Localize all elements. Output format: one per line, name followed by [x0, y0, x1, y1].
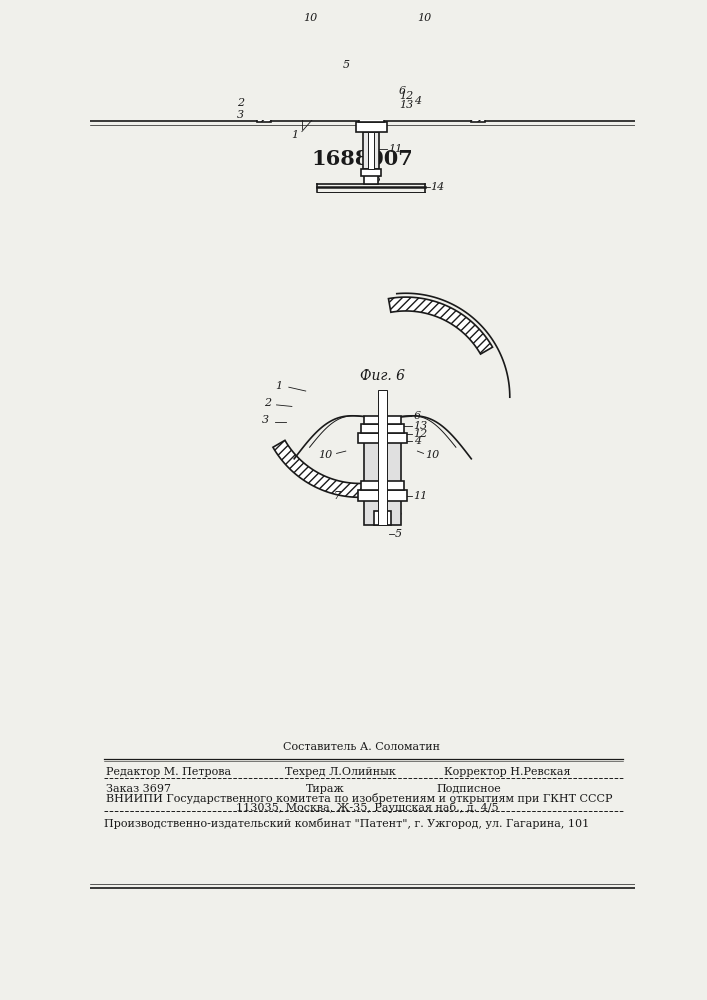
Text: 12: 12 [399, 91, 413, 101]
Text: 13: 13 [414, 421, 428, 431]
Bar [368, 132, 374, 169]
Bar [358, 490, 407, 501]
Text: Редактор М. Петрова: Редактор М. Петрова [105, 767, 230, 777]
Bar [364, 416, 402, 424]
Text: 1: 1 [291, 130, 298, 140]
Bar [390, 88, 472, 105]
Text: 4: 4 [414, 96, 421, 106]
Text: 10: 10 [425, 450, 439, 460]
Text: 113035, Москва, Ж-35, Раушская наб., д. 4/5: 113035, Москва, Ж-35, Раушская наб., д. … [236, 802, 499, 813]
Text: 6: 6 [399, 86, 406, 96]
Text: Тираж: Тираж [305, 784, 344, 794]
Bar [356, 122, 387, 132]
Text: Составитель А. Соломатин: Составитель А. Соломатин [284, 742, 440, 752]
Text: 10: 10 [303, 13, 317, 23]
Text: 10: 10 [318, 450, 333, 460]
Text: Фиг. 6: Фиг. 6 [361, 369, 405, 383]
Text: 11: 11 [388, 144, 402, 154]
Bar [259, 91, 269, 118]
Bar [358, 433, 407, 443]
Bar [472, 85, 485, 122]
Bar [361, 481, 404, 490]
Bar [361, 169, 381, 176]
Text: 3: 3 [262, 415, 269, 425]
Text: 5: 5 [342, 60, 350, 70]
Text: Производственно-издательский комбинат "Патент", г. Ужгород, ул. Гагарина, 101: Производственно-издательский комбинат "П… [104, 818, 589, 829]
Bar [374, 511, 391, 525]
Text: 7: 7 [333, 491, 340, 501]
Text: 4: 4 [414, 436, 421, 446]
Bar [348, 83, 395, 109]
Text: 13: 13 [399, 100, 413, 110]
Polygon shape [388, 297, 493, 354]
Bar [257, 85, 271, 122]
Text: 10: 10 [417, 13, 432, 23]
Text: ВНИИПИ Государственного комитета по изобретениям и открытиям при ГКНТ СССР: ВНИИПИ Государственного комитета по изоб… [105, 793, 612, 804]
Bar [359, 115, 383, 122]
Bar [364, 425, 402, 525]
Text: 2: 2 [264, 398, 271, 408]
Circle shape [379, 514, 387, 522]
Text: 14: 14 [431, 182, 445, 192]
Bar [361, 424, 404, 433]
Text: 12: 12 [414, 429, 428, 439]
Polygon shape [273, 440, 377, 497]
Text: Подписное: Подписное [437, 784, 501, 794]
Text: Заказ 3697: Заказ 3697 [105, 784, 170, 794]
Text: Корректор Н.Ревская: Корректор Н.Ревская [444, 767, 571, 777]
Bar [364, 173, 378, 184]
Text: Техред Л.Олийнык: Техред Л.Олийнык [285, 767, 396, 777]
Circle shape [368, 64, 375, 71]
Circle shape [363, 59, 380, 76]
Text: 3: 3 [237, 110, 244, 120]
Text: 5: 5 [395, 529, 402, 539]
Bar [378, 390, 387, 525]
Text: 8: 8 [395, 512, 402, 522]
Bar [473, 91, 484, 118]
Text: 1688007: 1688007 [311, 149, 413, 169]
Bar [271, 88, 352, 105]
Text: 8: 8 [373, 174, 380, 184]
Bar [363, 132, 379, 169]
Text: 11: 11 [414, 491, 428, 501]
Text: 2: 2 [237, 98, 244, 108]
Text: 6: 6 [414, 411, 421, 421]
Bar [354, 107, 389, 116]
Text: 1: 1 [276, 381, 283, 391]
